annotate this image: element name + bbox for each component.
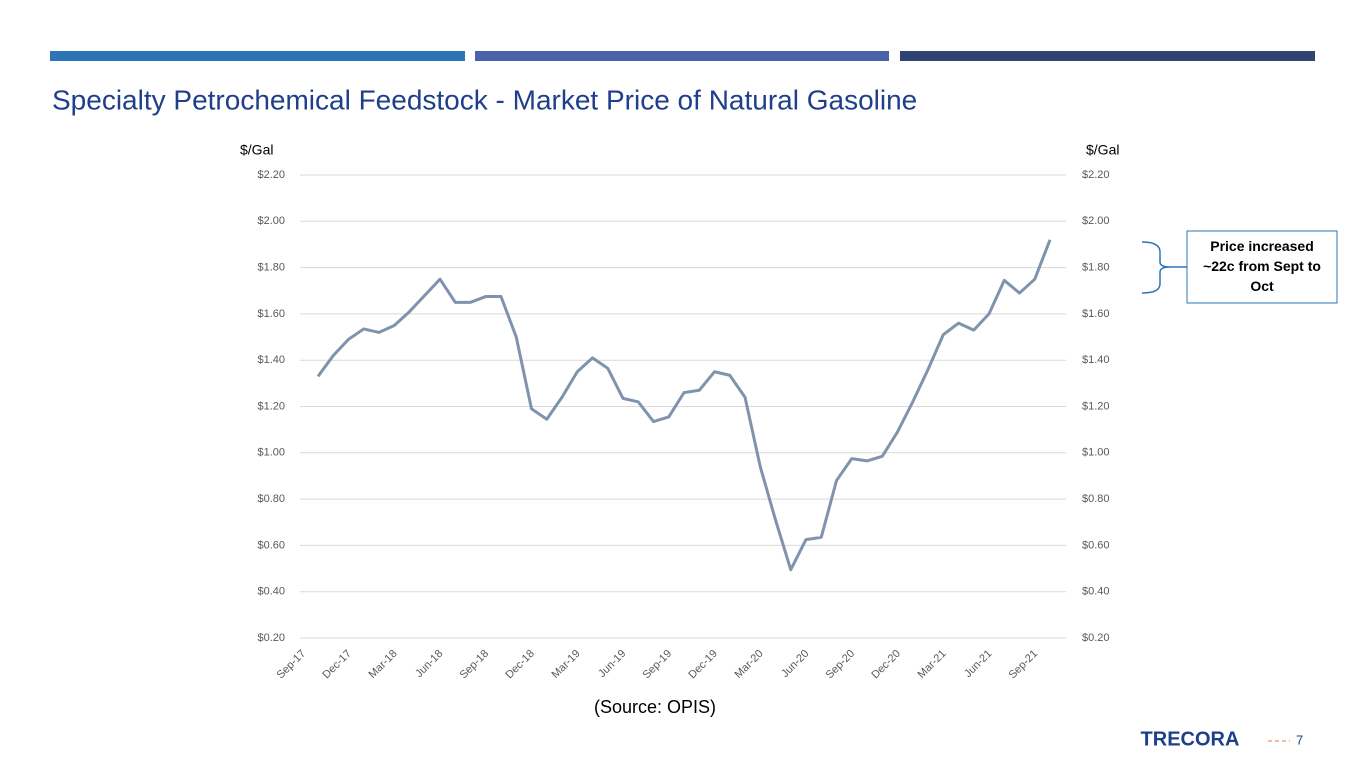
x-tick-label: Mar-21	[916, 648, 949, 681]
y2-tick-label: $1.40	[1082, 354, 1110, 366]
y-tick-label: $1.60	[257, 308, 285, 320]
page-number: 7	[1296, 732, 1303, 747]
x-tick-label: Dec-18	[503, 648, 537, 682]
annotation: Price increased ~22c from Sept to Oct	[1203, 238, 1321, 294]
x-tick-label: Sep-19	[641, 648, 675, 682]
brace	[1141, 241, 1171, 294]
x-tick-label: Mar-20	[733, 648, 766, 681]
source-note: (Source: OPIS)	[594, 697, 716, 717]
x-tick-label: Jun-18	[413, 648, 445, 680]
x-tick-label: Mar-18	[367, 648, 400, 681]
y-tick-label: $0.40	[257, 586, 285, 598]
annotation-box	[1186, 230, 1338, 304]
x-tick-label: Dec-19	[686, 648, 720, 682]
header-bar	[475, 51, 889, 61]
logo: TRECORA	[1141, 728, 1240, 750]
y-tick-label: $2.20	[257, 169, 285, 181]
y2-tick-label: $1.20	[1082, 400, 1110, 412]
x-tick-label: Jun-20	[779, 648, 811, 680]
series-line	[316, 239, 1052, 572]
y2-tick-label: $2.20	[1082, 169, 1110, 181]
y-tick-label: $1.00	[257, 447, 285, 459]
y2-tick-label: $1.00	[1082, 447, 1110, 459]
y-tick-label: $1.40	[257, 354, 285, 366]
y-tick-label: $0.60	[257, 539, 285, 551]
y2-tick-label: $0.20	[1082, 632, 1110, 644]
y-tick-label: $1.80	[257, 262, 285, 274]
y-axis-label: $/Gal	[240, 142, 273, 158]
x-tick-label: Jun-19	[596, 648, 628, 680]
x-tick-label: Sep-17	[275, 648, 309, 682]
x-tick-label: Jun-21	[962, 648, 994, 680]
y2-tick-label: $1.80	[1082, 262, 1110, 274]
y-tick-label: $2.00	[257, 215, 285, 227]
header-bar	[50, 51, 465, 61]
x-tick-label: Sep-21	[1007, 648, 1041, 682]
header-bar	[900, 51, 1315, 61]
y2-tick-label: $0.60	[1082, 539, 1110, 551]
chart-title: Specialty Petrochemical Feedstock - Mark…	[52, 84, 917, 115]
x-tick-label: Sep-20	[824, 648, 858, 682]
y2-tick-label: $2.00	[1082, 215, 1110, 227]
x-tick-label: Dec-20	[869, 648, 903, 682]
y-tick-label: $1.20	[257, 400, 285, 412]
y2-tick-label: $0.40	[1082, 586, 1110, 598]
x-tick-label: Mar-19	[550, 648, 583, 681]
y-tick-label: $0.20	[257, 632, 285, 644]
x-tick-label: Dec-17	[320, 648, 354, 682]
y2-tick-label: $1.60	[1082, 308, 1110, 320]
x-tick-label: Sep-18	[458, 648, 492, 682]
y2-axis-label: $/Gal	[1086, 142, 1119, 158]
y-tick-label: $0.80	[257, 493, 285, 505]
y2-tick-label: $0.80	[1082, 493, 1110, 505]
